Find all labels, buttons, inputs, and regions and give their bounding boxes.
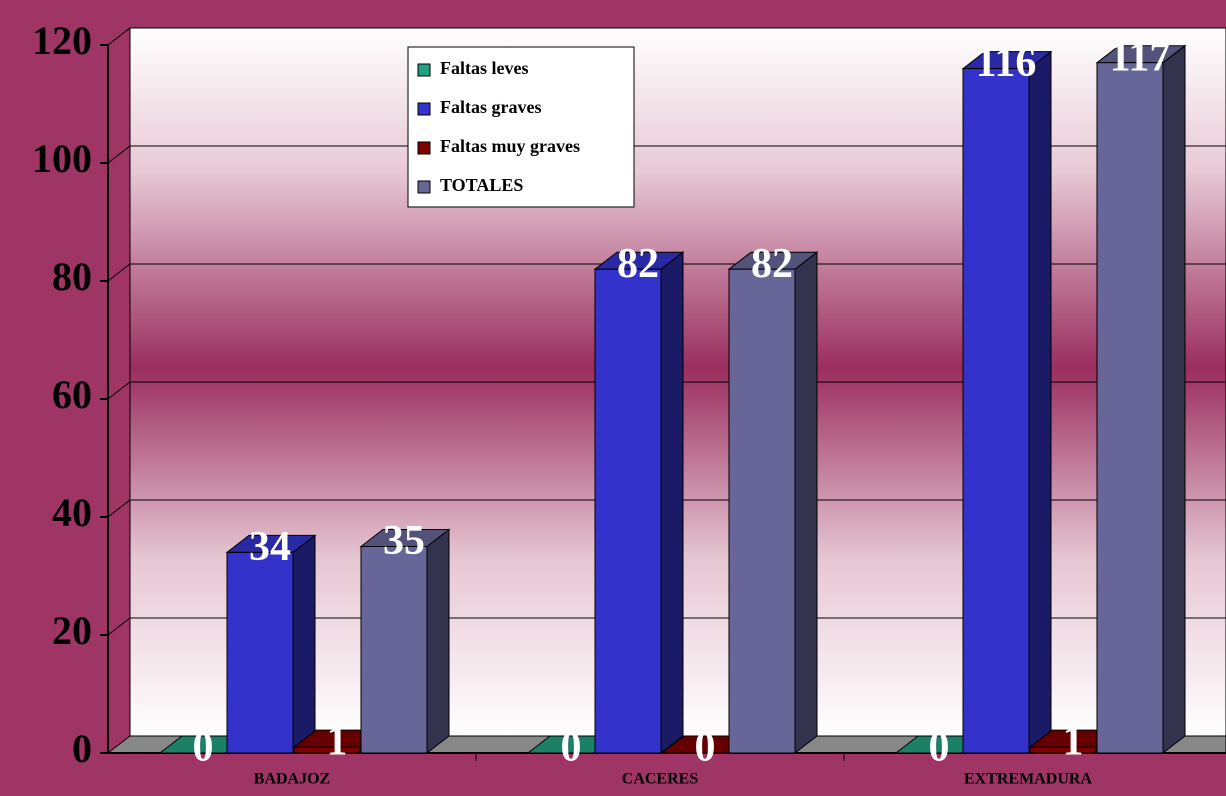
legend-label: Faltas graves (440, 97, 541, 117)
grid-line (107, 27, 131, 46)
value-label: 0 (193, 725, 214, 771)
legend-swatch (417, 102, 431, 116)
legend-swatch (417, 63, 431, 77)
bar (1096, 62, 1164, 754)
legend-label: Faltas muy graves (440, 136, 580, 156)
grid-line (107, 145, 131, 164)
y-tick-label: 120 (32, 18, 92, 63)
value-label: 82 (617, 241, 659, 287)
y-tick-label: 40 (52, 490, 92, 535)
y-tick-label: 80 (52, 254, 92, 299)
legend-label: TOTALES (440, 175, 523, 195)
y-tick-label: 100 (32, 136, 92, 181)
bar-side (794, 251, 818, 755)
y-tick-label: 60 (52, 372, 92, 417)
value-label: 0 (695, 725, 716, 771)
legend: Faltas leves Faltas graves Faltas muy grav… (407, 46, 635, 208)
value-label: 0 (561, 725, 582, 771)
grid-line (107, 263, 131, 282)
y-tick-label: 0 (72, 726, 92, 771)
value-label: 116 (976, 40, 1037, 86)
legend-swatch (417, 180, 431, 194)
x-tick-label: EXTREMADURA (964, 771, 1092, 788)
bar-side (1162, 44, 1186, 755)
value-label: 34 (249, 524, 291, 570)
x-tick-label: BADAJOZ (254, 771, 330, 788)
value-label: 117 (1110, 34, 1171, 80)
value-label: 1 (327, 719, 348, 765)
value-label: 35 (383, 518, 425, 564)
grid-line (107, 381, 131, 400)
value-label: 82 (751, 241, 793, 287)
legend-label: Faltas leves (440, 58, 528, 78)
bar-side (660, 251, 684, 755)
bar (594, 268, 662, 754)
bar-side (426, 528, 450, 755)
value-label: 1 (1063, 719, 1084, 765)
bar-side (292, 534, 316, 755)
grid-line (107, 499, 131, 518)
bar (962, 68, 1030, 754)
legend-box (407, 46, 635, 208)
x-tick-label: CACERES (622, 771, 699, 788)
y-tick-label: 20 (52, 608, 92, 653)
legend-swatch (417, 141, 431, 155)
bar-side (1028, 50, 1052, 755)
bar (1029, 746, 1097, 754)
grid-line (107, 617, 131, 636)
bar (226, 551, 294, 754)
bar (360, 546, 428, 754)
bar (293, 746, 361, 754)
bar (728, 268, 796, 754)
value-label: 0 (929, 725, 950, 771)
